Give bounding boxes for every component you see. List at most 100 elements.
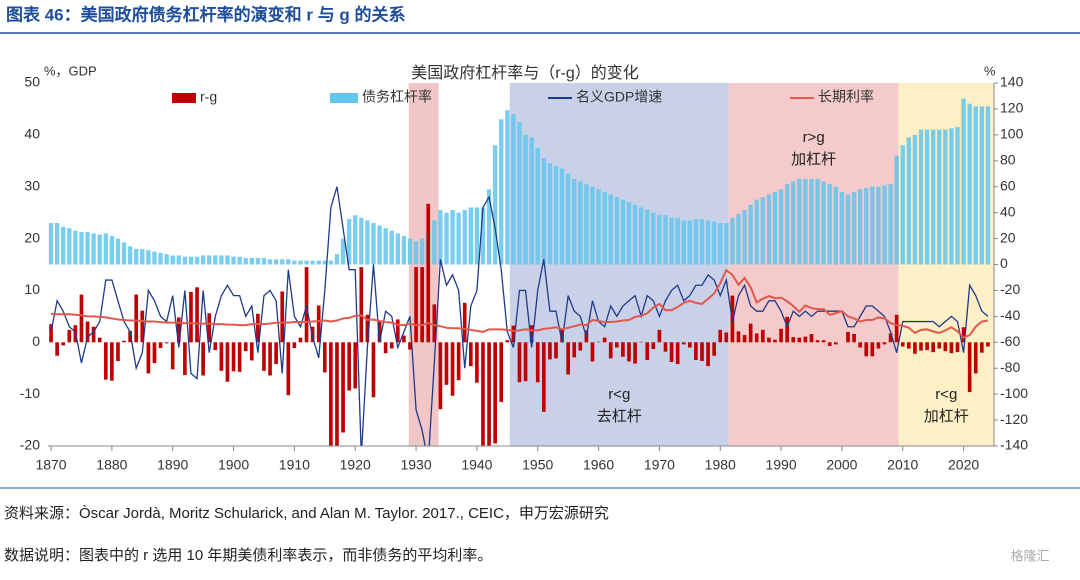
bar (480, 207, 486, 265)
bar (261, 258, 267, 265)
bar (773, 339, 777, 343)
bar (280, 259, 285, 265)
bar (523, 342, 528, 382)
bar (687, 342, 692, 348)
region-label: r>g (803, 129, 825, 146)
x-tick-label: 1890 (157, 457, 188, 473)
bar (608, 342, 613, 359)
bar (639, 341, 643, 343)
bar (882, 185, 887, 265)
bar (681, 220, 686, 265)
bar (931, 342, 935, 353)
bar (748, 323, 753, 343)
bar (182, 256, 188, 265)
bar (213, 255, 218, 265)
bar (298, 260, 303, 265)
bar (55, 342, 59, 356)
bar (760, 329, 765, 343)
region-label: r<g (935, 386, 957, 403)
bar (359, 267, 364, 343)
bar (663, 215, 668, 265)
bar (986, 342, 990, 347)
bar (267, 259, 273, 265)
bar (353, 342, 358, 389)
bar (268, 342, 272, 376)
bar (565, 173, 571, 265)
bar (748, 204, 753, 265)
bar (486, 189, 492, 265)
bar (389, 230, 394, 265)
bar (377, 321, 382, 343)
bar (687, 220, 693, 265)
bar (754, 199, 759, 265)
bar (377, 225, 382, 265)
bar (560, 329, 564, 343)
bar (979, 106, 985, 265)
bar (353, 215, 358, 265)
legend-label: 长期利率 (818, 89, 874, 105)
bar (645, 342, 650, 360)
bar (864, 342, 869, 357)
bar (651, 212, 656, 265)
bar (371, 223, 376, 265)
x-tick-label: 1870 (35, 457, 66, 473)
bar (152, 342, 157, 364)
bar (231, 342, 236, 372)
y2-tick-label: 0 (1000, 255, 1008, 271)
bar (718, 329, 723, 343)
region-label: 加杠杆 (791, 151, 836, 168)
bar (194, 256, 200, 265)
bar (67, 228, 72, 265)
bar (767, 337, 771, 343)
bar (602, 191, 607, 265)
bar (523, 134, 528, 265)
bar (207, 255, 212, 265)
bar (517, 342, 522, 383)
bar (663, 342, 668, 352)
bar (803, 336, 808, 343)
region-label: r<g (608, 386, 630, 403)
bar (578, 181, 583, 265)
bar (925, 342, 929, 351)
bar (511, 114, 516, 265)
bar (389, 342, 394, 349)
bar (864, 188, 869, 265)
bar (760, 197, 766, 265)
bar (712, 342, 716, 356)
bar (894, 155, 899, 265)
bar (937, 129, 942, 265)
bar (450, 210, 455, 265)
bar (754, 333, 759, 343)
bar (249, 258, 254, 265)
bar (505, 340, 510, 343)
bar (201, 342, 205, 376)
region-label: 去杠杆 (597, 408, 642, 425)
bar (468, 207, 474, 265)
bar (420, 267, 424, 343)
bar (61, 226, 66, 265)
bar (407, 238, 413, 265)
bar (85, 321, 90, 343)
x-tick-label: 1920 (340, 457, 371, 473)
bar (572, 342, 577, 358)
y2-tick-label: 60 (1000, 177, 1016, 193)
y-tick-label: -10 (20, 385, 40, 401)
y-tick-label: -20 (20, 437, 40, 453)
bar (590, 186, 595, 265)
bar (845, 194, 851, 265)
bar (316, 305, 321, 343)
bar (170, 342, 175, 370)
bar (231, 256, 236, 265)
bar (322, 342, 327, 373)
bar (907, 342, 911, 349)
bar (614, 197, 620, 265)
bar (456, 212, 461, 265)
bar (225, 255, 230, 265)
bar (304, 267, 309, 343)
y2-tick-label: -40 (1000, 307, 1020, 323)
bar (949, 342, 954, 354)
bar (134, 294, 139, 343)
bar (924, 129, 930, 265)
y2-tick-label: -20 (1000, 281, 1020, 297)
bar (432, 220, 437, 265)
